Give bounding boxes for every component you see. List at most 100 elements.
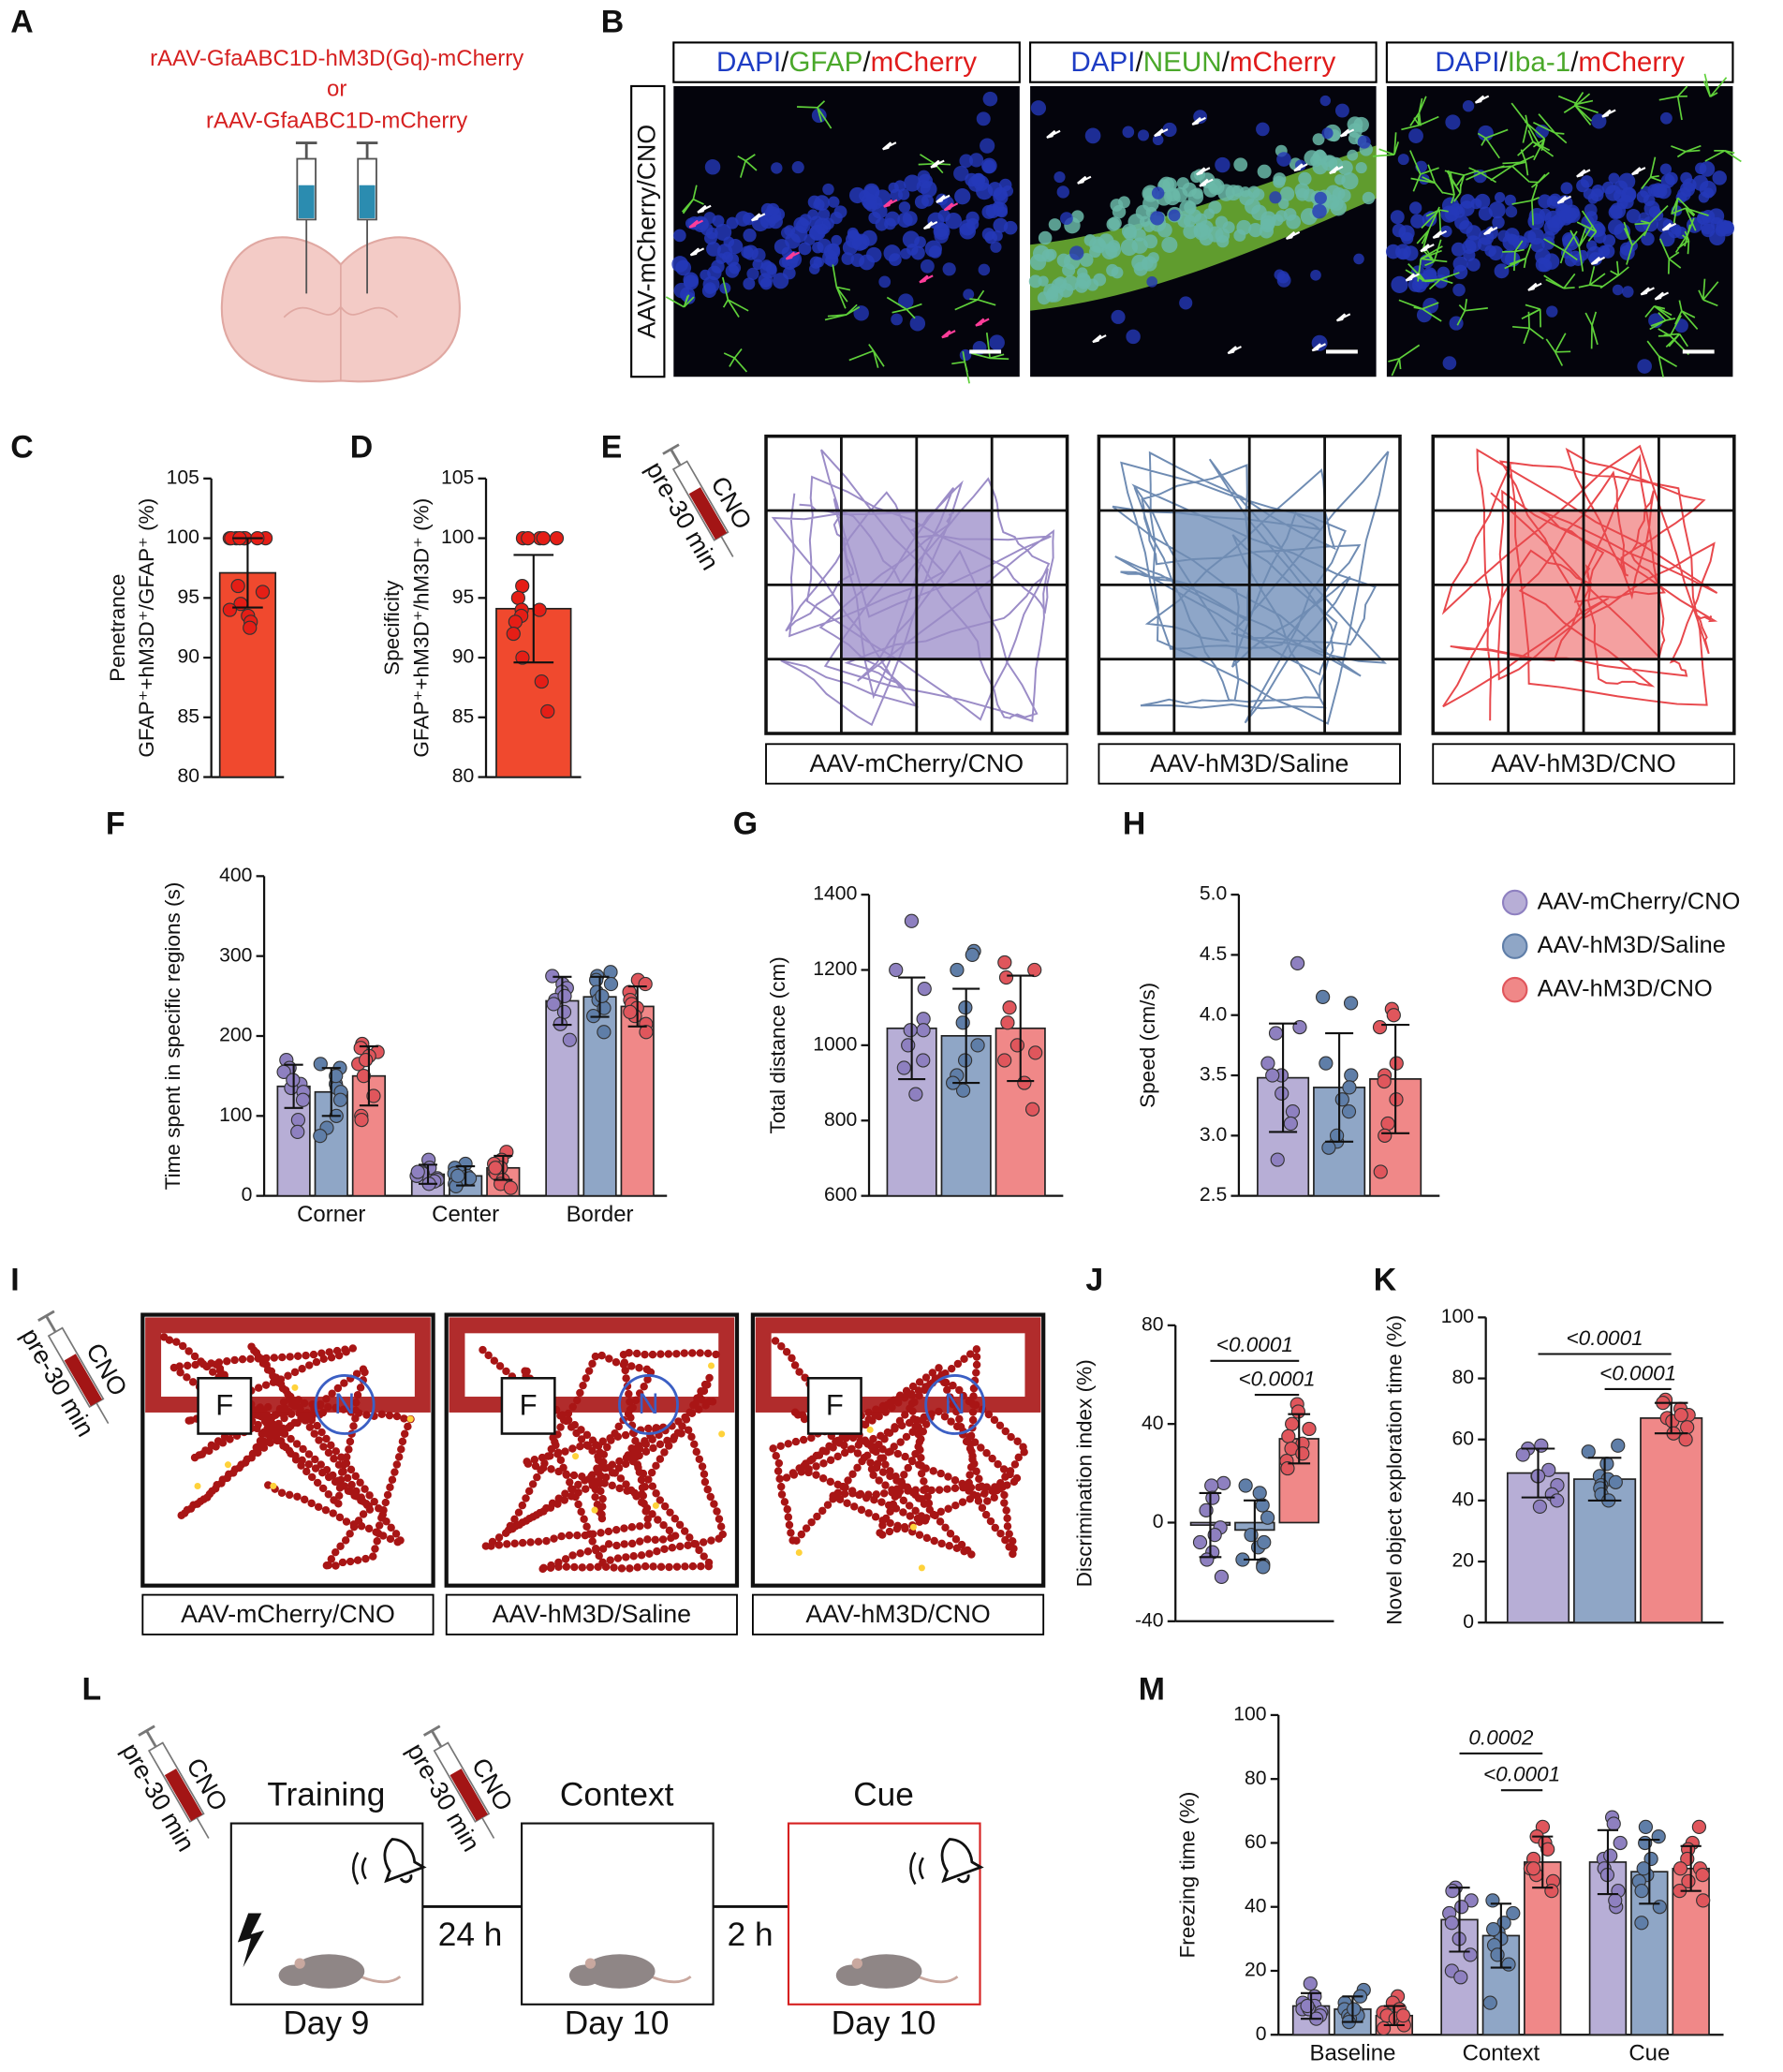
nucleus <box>780 227 793 240</box>
glial-process <box>1458 303 1466 312</box>
data-point <box>366 1088 381 1103</box>
glial-process <box>971 352 991 360</box>
glial-process <box>1658 355 1678 368</box>
nucleus <box>741 245 754 259</box>
glial-process <box>1531 197 1540 201</box>
header-box <box>1029 41 1378 83</box>
nucleus <box>1312 203 1327 219</box>
glial-process <box>1481 165 1505 174</box>
y-tick-label: 1000 <box>813 1033 857 1055</box>
data-point <box>1373 1164 1388 1179</box>
arrow <box>1483 227 1498 236</box>
y-tick-label: 400 <box>219 865 252 886</box>
glial-process <box>1485 128 1509 140</box>
glial-process <box>977 289 985 301</box>
nucleus <box>1142 256 1157 272</box>
bar <box>1640 1417 1703 1624</box>
nucleus <box>848 186 866 204</box>
nucleus <box>703 212 716 225</box>
arrow <box>975 318 990 327</box>
syringe-fluid <box>359 185 376 218</box>
glial-process <box>918 162 936 166</box>
nucleus <box>751 247 766 262</box>
data-point <box>1544 1884 1559 1899</box>
nucleus <box>1621 186 1637 202</box>
glial-process <box>1599 274 1619 289</box>
glial-process <box>1658 312 1667 321</box>
rat-body <box>850 1954 922 1989</box>
glial-process <box>1702 299 1718 307</box>
rat-tail <box>917 1975 959 1984</box>
y-axis-label: Specificity <box>380 580 404 675</box>
glial-process <box>683 296 695 308</box>
glial-process <box>1481 138 1487 146</box>
nucleus <box>1357 135 1371 149</box>
data-point <box>1611 1438 1626 1453</box>
header-part: mCherry <box>871 47 978 78</box>
panel-label: M <box>1139 1671 1165 1707</box>
y-tick-label: 200 <box>219 1025 252 1046</box>
nucleus <box>891 313 903 326</box>
nucleus <box>743 277 756 290</box>
y-tick-label: 105 <box>167 466 199 488</box>
syringe-handle <box>37 1310 55 1322</box>
y-tick-label: 4.5 <box>1200 943 1227 965</box>
glial-process <box>1643 222 1651 237</box>
nucleus <box>1225 185 1242 201</box>
nucleus <box>868 211 881 225</box>
data-point <box>1257 1534 1272 1550</box>
nucleus <box>1600 244 1615 259</box>
nucleus <box>1680 182 1696 198</box>
glial-process <box>1533 121 1555 134</box>
arrow <box>1077 175 1092 185</box>
nucleus <box>1179 200 1196 216</box>
glial-process <box>817 107 833 129</box>
group-box <box>751 1593 1045 1635</box>
glial-process <box>727 299 740 318</box>
nucleus <box>1618 172 1636 190</box>
nucleus <box>1233 229 1246 242</box>
nucleus <box>1247 185 1260 199</box>
data-point <box>917 981 932 997</box>
data-point <box>1453 1970 1468 1985</box>
data-point <box>1292 1019 1307 1035</box>
x-tick-label: Corner <box>297 1202 365 1227</box>
glial-process <box>1564 230 1578 252</box>
nucleus <box>1294 183 1310 199</box>
nucleus <box>1256 122 1270 137</box>
data-point <box>488 1161 503 1176</box>
glial-process <box>1525 161 1529 176</box>
data-point <box>1532 1499 1548 1515</box>
nucleus <box>1507 233 1519 245</box>
nucleus <box>1179 296 1193 310</box>
nucleus <box>902 230 921 248</box>
object-label: F <box>215 1389 233 1422</box>
glial-process <box>892 308 907 314</box>
nucleus <box>1240 186 1251 198</box>
arrow <box>1154 128 1169 138</box>
nucleus <box>1248 223 1263 238</box>
trajectory <box>771 449 1055 727</box>
nucleus <box>1177 214 1191 228</box>
header-box <box>1385 41 1734 83</box>
y-tick-label: 1200 <box>813 958 857 980</box>
nucleus <box>1664 171 1678 185</box>
arrow <box>1601 109 1616 118</box>
data-point <box>1321 1140 1336 1155</box>
rat-head <box>278 1964 311 1987</box>
data-point <box>546 997 561 1012</box>
data-point <box>276 1064 291 1080</box>
nucleus <box>900 248 912 259</box>
glial-process <box>683 294 690 308</box>
nucleus <box>1422 267 1437 282</box>
glial-process <box>1665 318 1676 321</box>
familiar-object <box>500 1377 556 1435</box>
header-part: NEUN <box>1143 47 1222 78</box>
nucleus <box>1546 305 1558 318</box>
nucleus <box>1408 128 1423 143</box>
data-point <box>540 703 555 719</box>
glial-process <box>1677 85 1688 97</box>
data-point <box>562 1032 577 1047</box>
glial-process <box>723 352 735 359</box>
glial-process <box>1667 259 1671 274</box>
